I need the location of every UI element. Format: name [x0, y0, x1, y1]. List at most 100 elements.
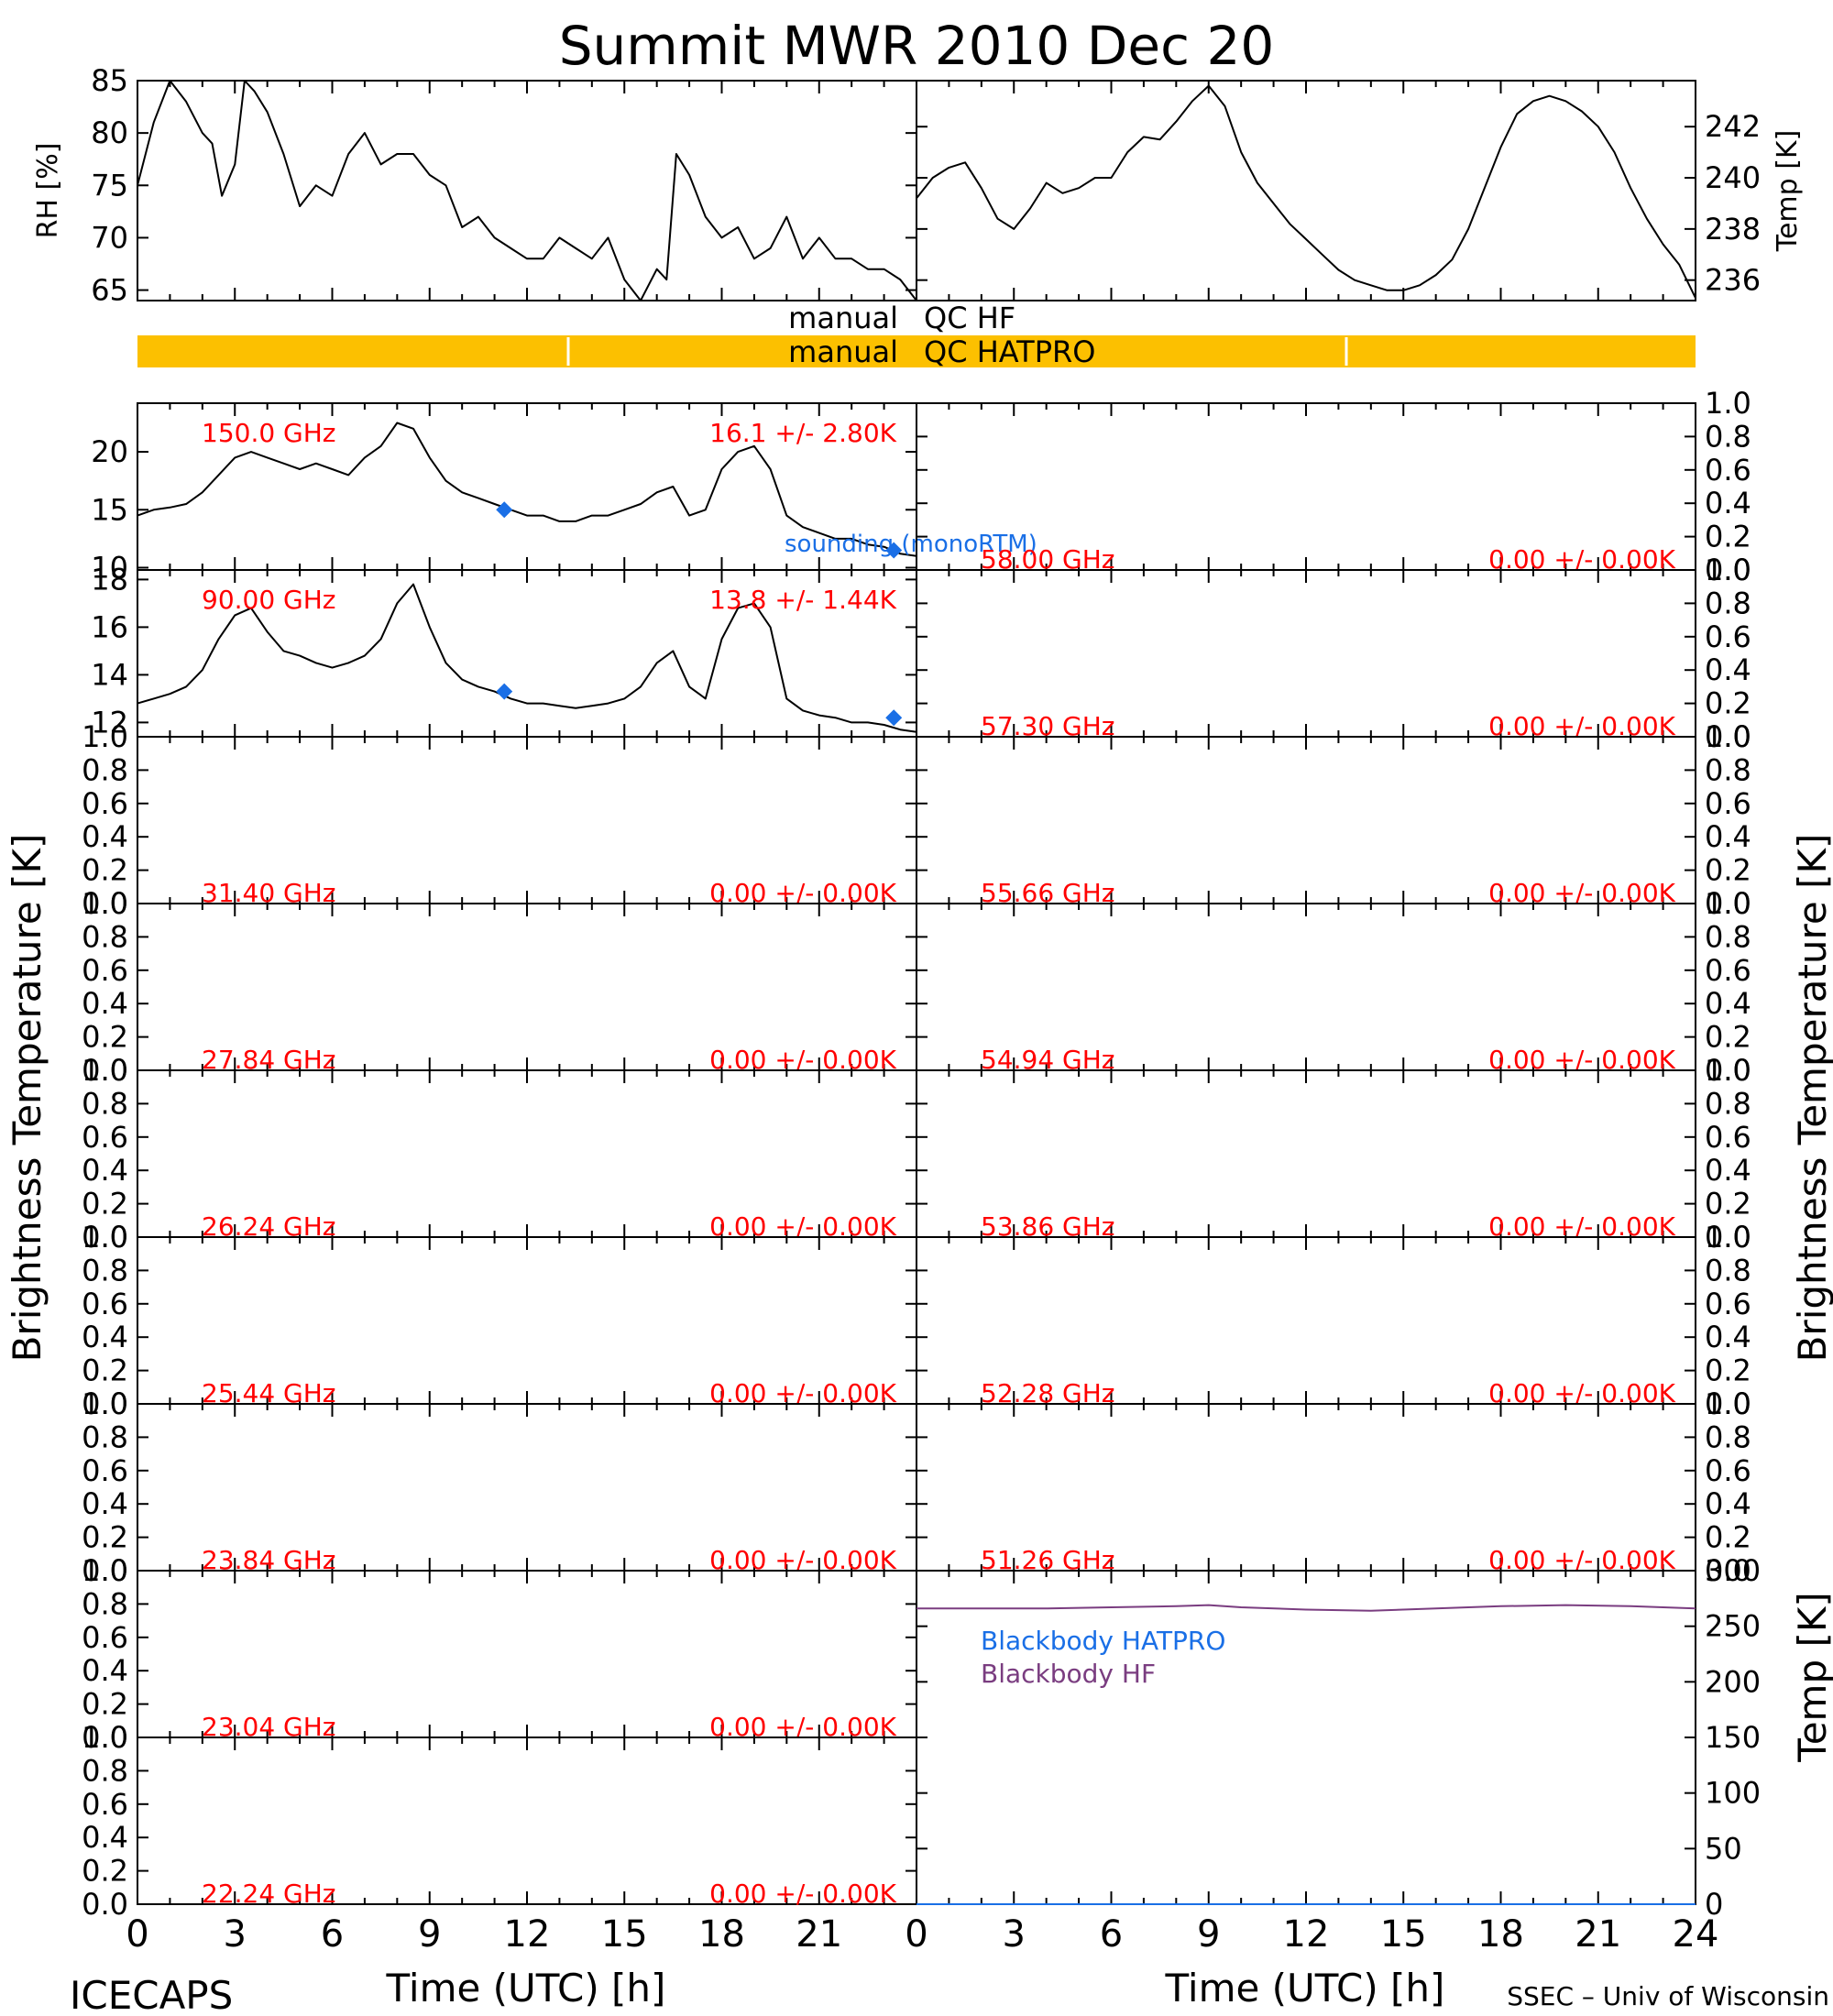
- frequency-label: 90.00 GHz: [202, 585, 336, 615]
- blackbody-ylabel: Temp [K]: [1790, 1592, 1833, 1763]
- y-tick-label: 240: [1705, 160, 1761, 195]
- y-tick-label: 1.0: [1705, 1053, 1751, 1088]
- y-tick-label: 0.8: [82, 1086, 128, 1121]
- panel-rh: 65 70 75 80 85 RH [%]: [32, 63, 917, 308]
- y-tick-label: 1.0: [82, 1386, 128, 1421]
- xlabel-left: Time (UTC) [h]: [386, 1966, 666, 2011]
- left-ylabel: Brightness Temperature [K]: [5, 834, 49, 1363]
- data-line: [137, 422, 917, 557]
- panel-ylabel: RH [%]: [32, 143, 64, 239]
- y-tick-label: 0.2: [1705, 1353, 1751, 1388]
- sounding-legend: sounding (monoRTM): [785, 531, 1037, 558]
- y-tick-label: 0.6: [1705, 619, 1751, 654]
- y-tick-label: 18: [91, 562, 128, 597]
- data-line: [916, 84, 1696, 299]
- y-tick-label: 0.8: [1705, 919, 1751, 954]
- y-tick-label: 0.8: [82, 752, 128, 787]
- y-tick-label: 1.0: [1705, 719, 1751, 754]
- sounding-point: [496, 501, 513, 519]
- y-tick-label: 1.0: [1705, 386, 1751, 421]
- y-tick-label: 0.4: [1705, 652, 1751, 687]
- panel-bt2304: 0.00.20.40.60.81.023.04 GHz 0.00 +/- 0.00…: [82, 1553, 917, 1755]
- x-tick-label: 0: [126, 1913, 148, 1956]
- y-tick-label: 50: [1705, 1831, 1742, 1866]
- y-tick-label: 0.8: [1705, 1419, 1751, 1454]
- x-tick-label: 24: [1673, 1913, 1719, 1956]
- x-tick-label: 6: [1100, 1913, 1123, 1956]
- right-ylabel: Brightness Temperature [K]: [1790, 834, 1833, 1363]
- y-tick-label: 1.0: [1705, 886, 1751, 921]
- y-tick-label: 0.4: [1705, 1153, 1751, 1188]
- y-tick-label: 0.8: [82, 1253, 128, 1287]
- y-tick-label: 85: [91, 63, 128, 98]
- y-tick-label: 0.6: [82, 1120, 128, 1155]
- y-tick-label: 0.0: [82, 1053, 128, 1088]
- y-tick-label: 0.4: [82, 1320, 128, 1354]
- y-tick-label: 1.0: [82, 1220, 128, 1255]
- y-tick-label: 1.0: [1705, 553, 1751, 587]
- y-tick-label: 0.2: [1705, 686, 1751, 721]
- y-tick-label: 75: [91, 168, 128, 203]
- y-tick-label: 150: [1705, 1720, 1761, 1755]
- y-tick-label: 0.0: [82, 1887, 128, 1922]
- y-tick-label: 0.2: [82, 1687, 128, 1722]
- y-tick-label: 0.4: [1705, 486, 1751, 520]
- y-tick-label: 70: [91, 220, 128, 255]
- panel-bt27: 0.00.20.40.60.81.027.84 GHz 0.00 +/- 0.00…: [82, 886, 917, 1088]
- panel-bt58: 0.00.20.40.60.81.058.00 GHz 0.00 +/- 0.00…: [916, 386, 1751, 587]
- panel-bt25: 0.00.20.40.60.81.025.44 GHz 0.00 +/- 0.00…: [82, 1220, 917, 1421]
- y-tick-label: 0.0: [1705, 1386, 1751, 1421]
- footer-icecaps: ICECAPS: [70, 1973, 233, 2016]
- y-tick-label: 1.0: [82, 719, 128, 754]
- y-tick-label: 0.6: [1705, 453, 1751, 488]
- footer-ssec: SSEC – Univ of Wisconsin: [1507, 1981, 1829, 2011]
- stat-label: 13.8 +/- 1.44K: [709, 585, 896, 615]
- panel-bt2224: 0.00.20.40.60.81.022.24 GHz 0.00 +/- 0.00…: [82, 1720, 917, 1956]
- panel-bt31: 0.00.20.40.60.81.031.40 GHz 0.00 +/- 0.00…: [82, 719, 917, 921]
- y-tick-label: 1.0: [82, 1053, 128, 1088]
- y-tick-label: 0.8: [1705, 1086, 1751, 1121]
- series-line: [916, 1604, 1696, 1612]
- y-tick-label: 0.6: [82, 1287, 128, 1321]
- qc-hf-label-right: QC HF: [924, 301, 1015, 335]
- sounding-point: [496, 683, 513, 700]
- panel-bt5566: 0.00.20.40.60.81.055.66 GHz 0.00 +/- 0.00…: [916, 719, 1751, 921]
- y-tick-label: 0.0: [1705, 886, 1751, 921]
- panel-bt5126: 0.00.20.40.60.81.051.26 GHz 0.00 +/- 0.00…: [916, 1386, 1751, 1588]
- y-tick-label: 0.6: [82, 1453, 128, 1488]
- panel-ylabel: Temp [K]: [1772, 130, 1804, 253]
- panel-bt5730: 0.00.20.40.60.81.057.30 GHz 0.00 +/- 0.00…: [916, 553, 1751, 754]
- y-tick-label: 0.6: [82, 953, 128, 988]
- y-tick-label: 1.0: [82, 886, 128, 921]
- y-tick-label: 242: [1705, 109, 1761, 144]
- y-tick-label: 1.0: [82, 1720, 128, 1755]
- x-tick-label: 9: [1197, 1913, 1220, 1956]
- panel-bt5494: 0.00.20.40.60.81.054.94 GHz 0.00 +/- 0.00…: [916, 886, 1751, 1088]
- y-tick-label: 0.4: [82, 819, 128, 854]
- qc-hatpro-label-right: QC HATPRO: [924, 334, 1095, 369]
- legend-entry: Blackbody HATPRO: [981, 1626, 1225, 1656]
- y-tick-label: 0.2: [1705, 853, 1751, 888]
- panel-frame: [137, 80, 917, 301]
- x-tick-label: 0: [905, 1913, 927, 1956]
- y-tick-label: 1.0: [1705, 1386, 1751, 1421]
- frequency-label: 22.24 GHz: [202, 1879, 336, 1909]
- y-tick-label: 0.0: [82, 1553, 128, 1588]
- y-tick-label: 15: [91, 492, 128, 527]
- y-tick-label: 0.4: [82, 1486, 128, 1521]
- x-tick-label: 15: [1380, 1913, 1427, 1956]
- x-tick-label: 21: [796, 1913, 842, 1956]
- y-tick-label: 0.8: [82, 1753, 128, 1788]
- y-tick-label: 0.0: [1705, 1053, 1751, 1088]
- y-tick-label: 0.4: [1705, 1320, 1751, 1354]
- x-tick-label: 9: [418, 1913, 441, 1956]
- panel-temp: 236 238 240 242 Temp [K]: [916, 80, 1804, 301]
- qc-hatpro-bar: [137, 335, 1696, 367]
- y-tick-label: 12: [91, 705, 128, 740]
- y-tick-label: 0.8: [82, 1419, 128, 1454]
- x-tick-label: 3: [1003, 1913, 1026, 1956]
- x-tick-label: 21: [1575, 1913, 1621, 1956]
- xlabel-right: Time (UTC) [h]: [1165, 1966, 1445, 2011]
- y-tick-label: 0.0: [1705, 1220, 1751, 1255]
